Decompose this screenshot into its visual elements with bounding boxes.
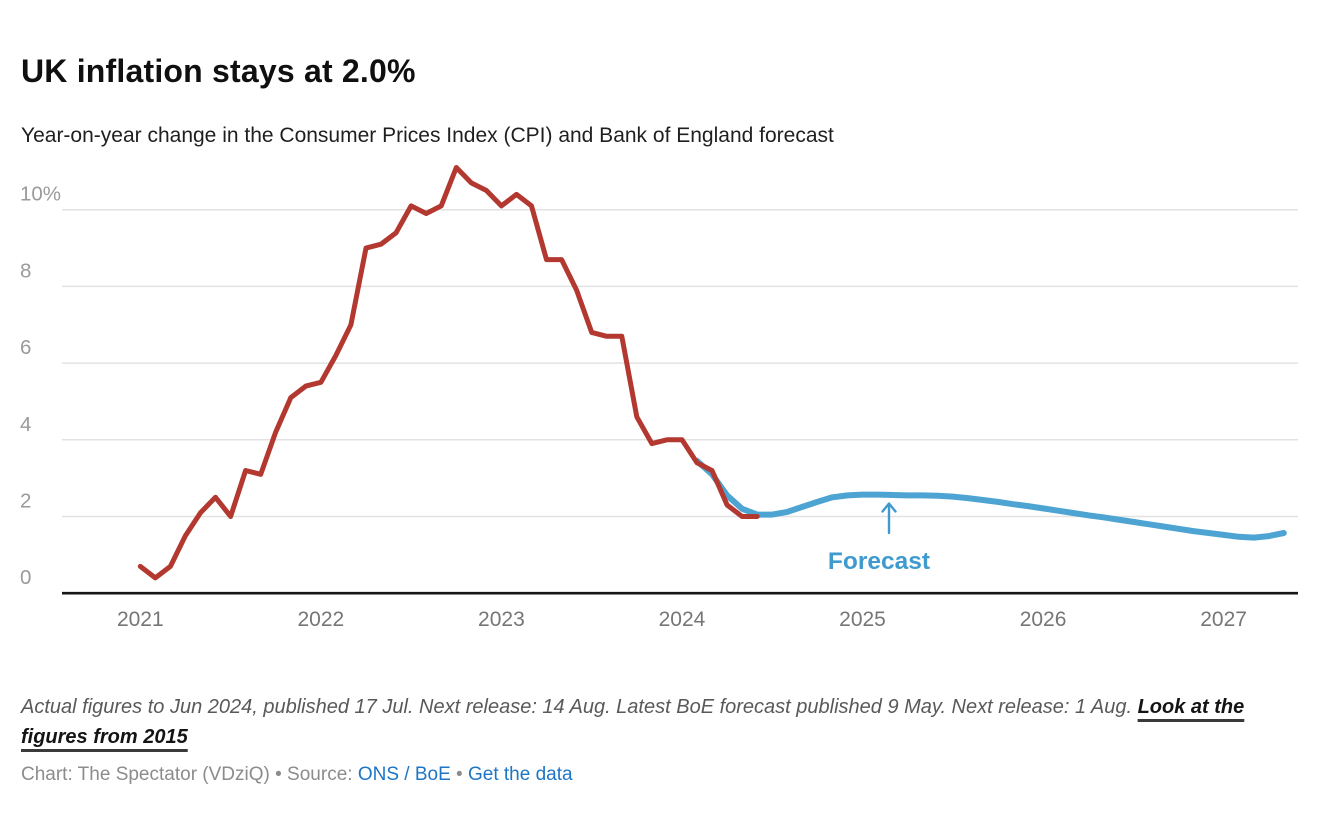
y-tick-label: 4 <box>20 413 31 436</box>
y-tick-label: 10% <box>20 183 61 206</box>
cpi-actual-line <box>137 165 760 581</box>
page-title: UK inflation stays at 2.0% <box>21 53 416 90</box>
chart-subtitle: Year-on-year change in the Consumer Pric… <box>21 124 834 147</box>
x-tick-label: 2025 <box>839 608 886 631</box>
chart-byline: Chart: The Spectator (VDziQ) • Source: O… <box>21 764 1315 786</box>
byline-separator: • <box>450 764 468 785</box>
y-tick-label: 6 <box>20 336 31 359</box>
x-tick-label: 2027 <box>1200 608 1247 631</box>
get-the-data-link[interactable]: Get the data <box>467 764 573 785</box>
y-tick-label: 2 <box>20 490 31 513</box>
forecast-arrow-icon <box>881 502 897 535</box>
byline-prefix: Chart: The Spectator (VDziQ) • Source: <box>21 764 358 785</box>
figures-from-2015-link[interactable]: Look at the figures from 2015 <box>21 696 1245 748</box>
y-tick-label: 8 <box>20 259 31 282</box>
x-tick-label: 2024 <box>659 608 706 631</box>
y-tick-label: 0 <box>20 566 31 589</box>
x-tick-label: 2022 <box>297 608 344 631</box>
forecast-label: Forecast <box>828 548 930 575</box>
notes-text: Actual figures to Jun 2024, published 17… <box>21 696 1138 718</box>
forecast-line <box>694 457 1287 541</box>
chart-notes: Actual figures to Jun 2024, published 17… <box>21 692 1315 752</box>
x-tick-label: 2026 <box>1020 608 1067 631</box>
source-ons-boe-link[interactable]: ONS / BoE <box>357 764 451 785</box>
x-tick-label: 2023 <box>478 608 525 631</box>
x-tick-label: 2021 <box>117 608 164 631</box>
